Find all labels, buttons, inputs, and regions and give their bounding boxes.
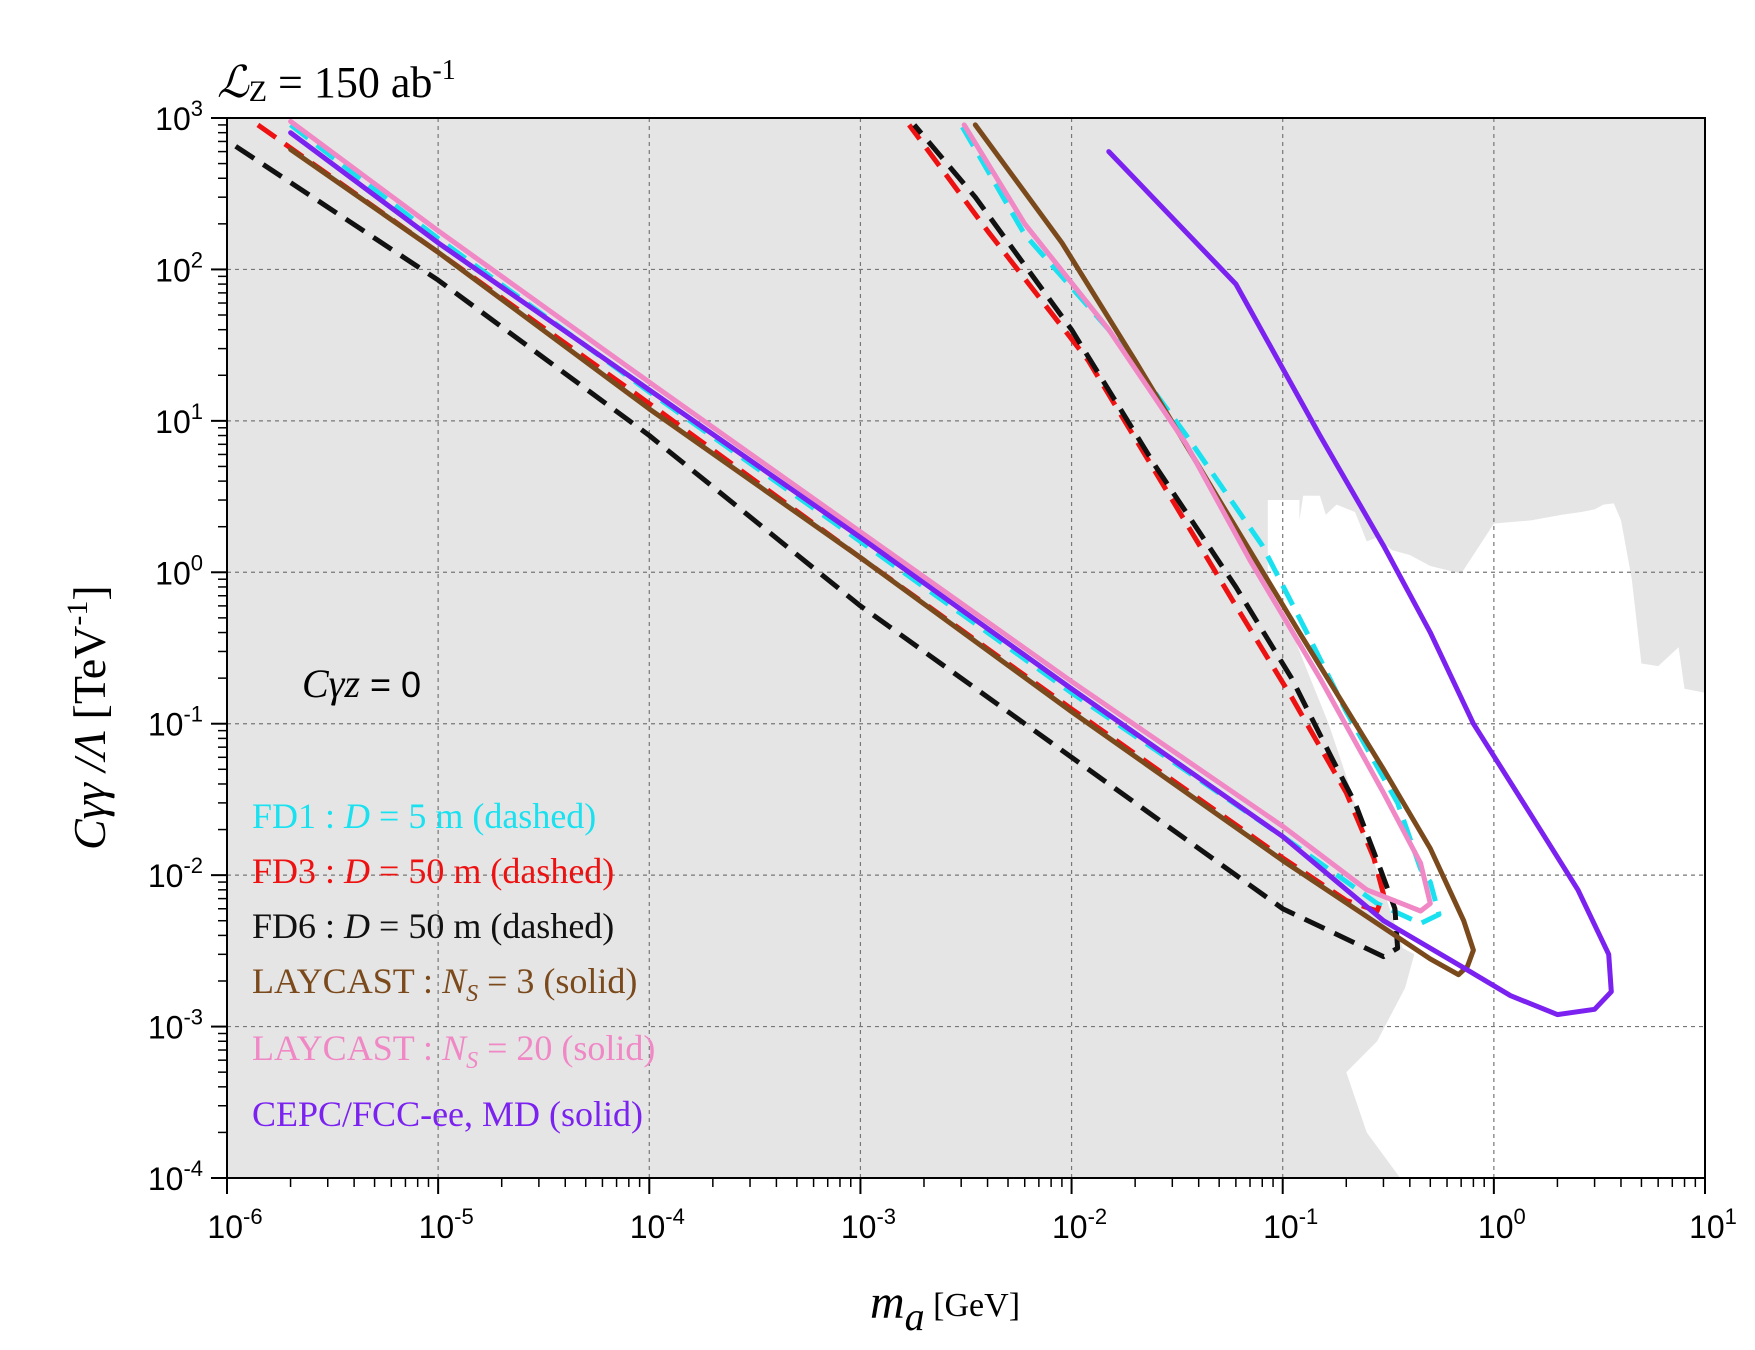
legend-entry-FD1: FD1 : D = 5 m (dashed) bbox=[252, 796, 596, 836]
x-axis-var: m bbox=[870, 1276, 905, 1329]
plot-frame bbox=[226, 117, 1706, 1179]
tick-labels: 10-6 10-5 10-4 10-3 10-2 10-1 100 101 10-4 10-3 10… bbox=[148, 96, 1737, 1245]
series-CEPC_FCCee_MD bbox=[288, 130, 1614, 1018]
y-tick-label: 10-4 bbox=[148, 1156, 203, 1197]
x-axis-sub: a bbox=[905, 1294, 925, 1339]
luminosity-subscript: Z bbox=[249, 75, 267, 108]
y-tick-label: 10-3 bbox=[148, 1005, 203, 1046]
y-axis-label: Cγγ /Λ [TeV-1] bbox=[61, 585, 115, 850]
series-LAYCAST_NS20 bbox=[288, 118, 1433, 914]
legend: FD1 : D = 5 m (dashed) FD3 : D = 50 m (da… bbox=[252, 796, 655, 1134]
x-tick-label: 10-3 bbox=[841, 1204, 896, 1245]
y-axis-var: Cγγ /Λ bbox=[64, 731, 115, 850]
gridlines bbox=[227, 118, 1705, 1178]
x-tick-label: 10-4 bbox=[630, 1204, 685, 1245]
data-curves bbox=[234, 118, 1614, 1018]
legend-entry-LAYCAST_NS20: LAYCAST : NS = 20 (solid) bbox=[252, 1028, 655, 1074]
legend-entry-CEPC_FCCee_MD: CEPC/FCC-ee, MD (solid) bbox=[252, 1094, 643, 1134]
y-axis-close: ] bbox=[64, 585, 115, 600]
cgz-value: = 0 bbox=[360, 664, 421, 705]
y-tick-label: 103 bbox=[155, 96, 203, 137]
luminosity-superscript: -1 bbox=[432, 55, 455, 86]
y-axis-sup: -1 bbox=[61, 601, 94, 626]
x-tick-label: 10-5 bbox=[419, 1204, 474, 1245]
x-tick-label: 101 bbox=[1689, 1204, 1737, 1245]
cgz-annotation: Cγz = 0 bbox=[302, 661, 421, 706]
x-tick-label: 10-6 bbox=[207, 1204, 262, 1245]
luminosity-value: = 150 ab bbox=[267, 58, 432, 107]
y-tick-label: 101 bbox=[155, 399, 203, 440]
y-axis-unit: [TeV bbox=[64, 626, 115, 731]
legend-entry-FD3: FD3 : D = 50 m (dashed) bbox=[252, 851, 614, 891]
series-FD6 bbox=[234, 123, 1401, 960]
x-tick-label: 100 bbox=[1478, 1204, 1526, 1245]
luminosity-label: ℒZ = 150 ab-1 bbox=[217, 55, 456, 108]
x-tick-label: 10-1 bbox=[1263, 1204, 1318, 1245]
y-tick-label: 102 bbox=[155, 247, 203, 288]
legend-entry-FD6: FD6 : D = 50 m (dashed) bbox=[252, 906, 614, 946]
x-axis-label: ma [GeV] bbox=[870, 1276, 1020, 1339]
x-tick-label: 10-2 bbox=[1052, 1204, 1107, 1245]
luminosity-symbol: ℒ bbox=[217, 58, 250, 107]
series-FD1 bbox=[289, 122, 1442, 926]
y-tick-label: 100 bbox=[155, 550, 203, 591]
cgz-var: Cγz bbox=[302, 661, 360, 706]
ticks bbox=[211, 117, 1706, 1194]
y-tick-label: 10-1 bbox=[148, 702, 203, 743]
x-axis-unit: [GeV] bbox=[925, 1287, 1020, 1324]
legend-entry-LAYCAST_NS3: LAYCAST : NS = 3 (solid) bbox=[252, 961, 637, 1007]
y-tick-label: 10-2 bbox=[148, 853, 203, 894]
